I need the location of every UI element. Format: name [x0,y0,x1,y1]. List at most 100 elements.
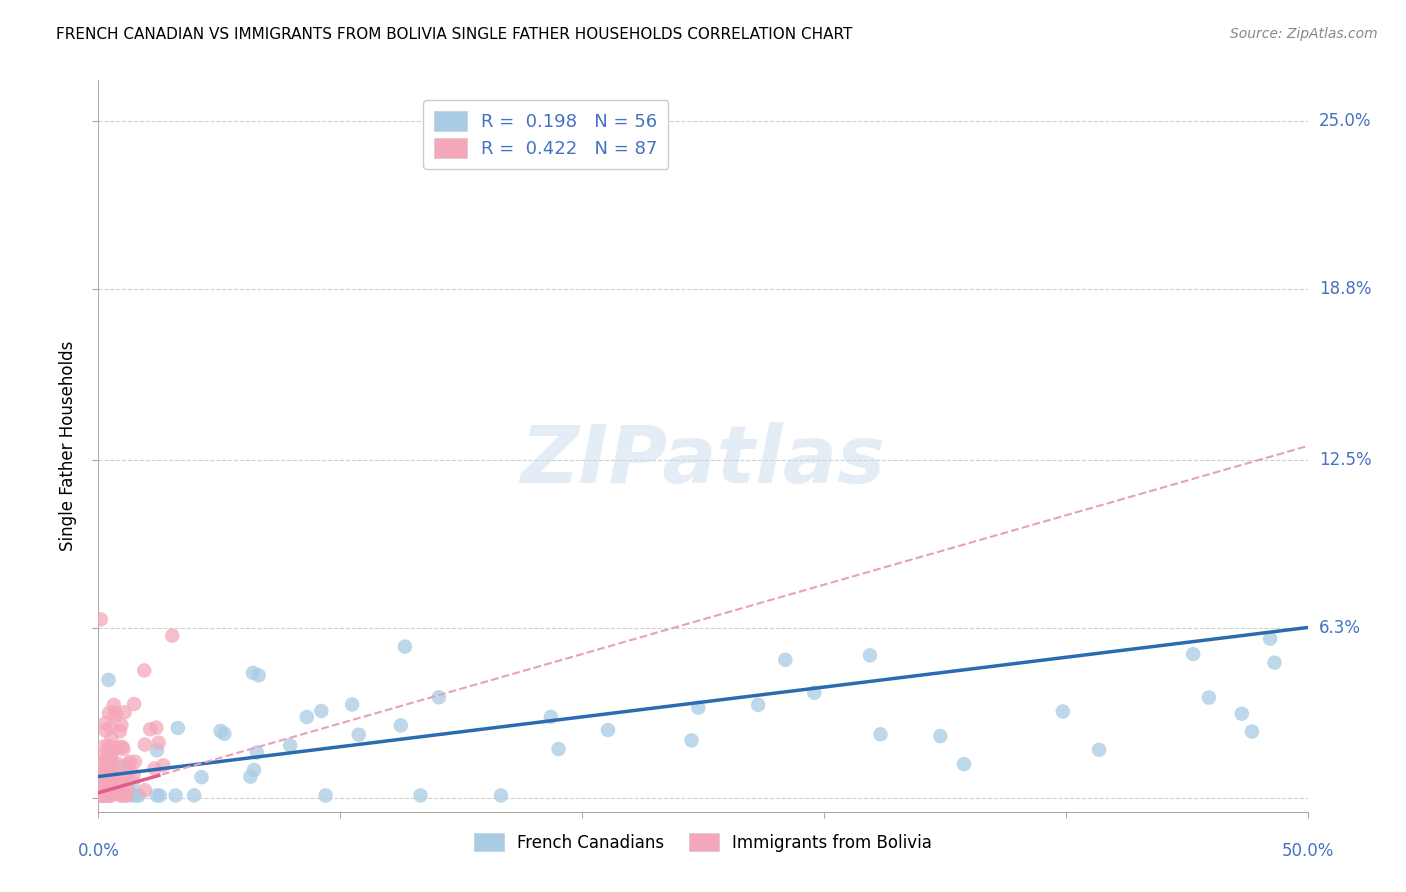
Point [1263,656,1285,670]
Point [98,766,121,780]
Point [118,755,141,769]
Point [100,720,122,734]
Point [94,716,117,731]
Text: 12.5%: 12.5% [1319,450,1371,468]
Point [340,698,363,712]
Point [93,786,115,800]
Point [953,757,976,772]
Point [105,708,128,723]
Point [681,733,703,747]
Point [122,697,145,711]
Point [101,778,124,792]
Point [103,698,125,712]
Point [97,753,120,767]
Point [124,755,146,769]
Text: 25.0%: 25.0% [1319,112,1371,130]
Point [152,758,174,772]
Point [540,710,562,724]
Text: 6.3%: 6.3% [1319,618,1361,637]
Point [110,778,132,792]
Point [118,756,141,771]
Point [96,789,118,803]
Point [93,782,115,797]
Point [394,640,416,654]
Point [121,789,143,803]
Point [427,690,450,705]
Point [98,760,121,774]
Point [98,706,121,720]
Point [90,784,112,798]
Point [96,776,118,790]
Point [90,789,112,803]
Point [100,731,122,745]
Point [775,653,797,667]
Point [165,789,187,803]
Point [869,727,891,741]
Point [100,780,122,795]
Point [121,775,143,789]
Point [93,789,115,803]
Point [90,612,112,626]
Point [91,765,114,780]
Point [145,789,167,803]
Point [101,765,124,780]
Point [347,728,370,742]
Point [239,770,262,784]
Point [104,774,127,789]
Point [209,724,232,739]
Point [98,789,121,803]
Point [859,648,882,663]
Point [315,789,337,803]
Point [103,764,125,779]
Point [97,756,120,770]
Point [97,772,120,787]
Point [111,739,134,754]
Point [101,784,124,798]
Point [596,723,619,737]
Point [125,789,148,803]
Point [166,721,188,735]
Point [91,789,114,803]
Point [1182,647,1205,661]
Point [929,729,952,743]
Point [134,738,156,752]
Y-axis label: Single Father Households: Single Father Households [59,341,77,551]
Point [101,768,124,782]
Point [139,723,162,737]
Point [246,746,269,760]
Point [96,747,118,761]
Point [134,664,156,678]
Text: FRENCH CANADIAN VS IMMIGRANTS FROM BOLIVIA SINGLE FATHER HOUSEHOLDS CORRELATION : FRENCH CANADIAN VS IMMIGRANTS FROM BOLIV… [56,27,852,42]
Point [91,756,114,770]
Point [90,764,112,779]
Point [489,789,512,803]
Point [112,742,135,756]
Point [1230,706,1253,721]
Point [128,789,150,803]
Point [114,789,136,803]
Point [100,772,122,787]
Point [114,706,136,720]
Point [143,762,166,776]
Legend: French Canadians, Immigrants from Bolivia: French Canadians, Immigrants from Bolivi… [467,826,939,858]
Point [134,783,156,797]
Point [747,698,769,712]
Point [1258,632,1281,646]
Point [110,789,132,803]
Point [94,780,117,794]
Point [547,742,569,756]
Point [101,746,124,760]
Text: ZIPatlas: ZIPatlas [520,422,886,500]
Point [90,784,112,798]
Point [94,789,117,803]
Text: 18.8%: 18.8% [1319,280,1371,298]
Point [122,767,145,781]
Point [1240,724,1263,739]
Point [96,789,118,803]
Point [110,718,132,732]
Point [98,777,121,791]
Point [148,736,170,750]
Point [115,760,138,774]
Point [311,704,333,718]
Point [94,777,117,791]
